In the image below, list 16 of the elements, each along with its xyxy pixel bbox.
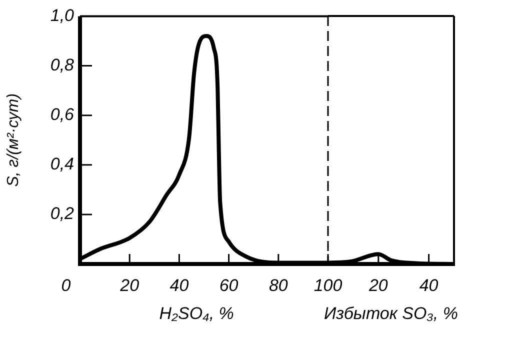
x-tick-label: 0: [61, 276, 72, 296]
x-tick-label: 20: [119, 276, 140, 296]
y-tick-label: 0,2: [50, 204, 75, 224]
y-tick-label: 1,0: [50, 6, 75, 25]
x-tick-label: 80: [268, 276, 288, 296]
y-tick-label: 0,4: [50, 154, 74, 174]
x-tick-label: 20: [368, 276, 388, 296]
y-tick-label: 0,6: [50, 105, 75, 124]
y-axis-title: S, г/(м²·сут): [5, 93, 22, 187]
x-axis-title: Избыток SO₃, %: [324, 304, 458, 324]
x-axis-title: H₂SO₄, %: [159, 304, 234, 324]
y-tick-label: 0,8: [50, 55, 75, 74]
x-tick-label: 100: [314, 276, 343, 296]
x-tick-label: 40: [170, 276, 190, 296]
x-tick-label: 40: [419, 276, 439, 296]
x-tick-label: 60: [219, 276, 239, 296]
